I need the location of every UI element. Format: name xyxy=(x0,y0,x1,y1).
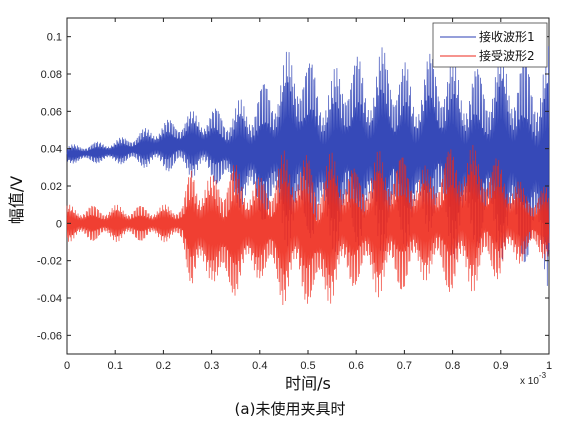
legend-box xyxy=(432,22,548,68)
x-multiplier-exponent: -3 xyxy=(539,371,547,380)
ticks-layer: 0 0.1 0.2 0.3 0.4 0.5 0.6 0.7 0.8 0.9 1 0.1 0.08 0.06… xyxy=(37,18,552,372)
legend-label-series-1: 接收波形1 xyxy=(479,29,535,44)
y-tick-label: -0.02 xyxy=(37,256,62,268)
y-tick-label: 0.02 xyxy=(41,181,62,193)
y-tick-label: 0.1 xyxy=(47,32,62,44)
y-tick-label: -0.06 xyxy=(37,330,62,342)
x-tick-label: 0.6 xyxy=(349,360,364,372)
series-2-line xyxy=(66,145,550,305)
figure-caption: (a)未使用夹具时 xyxy=(235,400,346,418)
x-tick-label: 0.4 xyxy=(252,360,267,372)
x-multiplier-base: x 10 xyxy=(520,376,539,387)
x-tick-label: 0.3 xyxy=(204,360,219,372)
x-tick-label: 0.1 xyxy=(108,360,123,372)
x-tick-label: 0.5 xyxy=(300,360,315,372)
x-tick-label: 0 xyxy=(64,360,70,372)
y-axis-label: 幅值/V xyxy=(7,176,26,224)
y-tick-label: 0.04 xyxy=(41,144,62,156)
x-tick-label: 0.7 xyxy=(397,360,412,372)
legend-label-series-2: 接受波形2 xyxy=(479,48,535,63)
x-tick-label: 0.2 xyxy=(156,360,171,372)
x-axis-label: 时间/s xyxy=(285,374,331,393)
legend: 接收波形1 接受波形2 xyxy=(432,22,548,68)
y-tick-label: 0 xyxy=(56,218,62,230)
x-multiplier-label: x 10-3 xyxy=(520,371,547,387)
y-tick-label: 0.06 xyxy=(41,106,62,118)
x-tick-label: 0.9 xyxy=(493,360,508,372)
series-layer xyxy=(66,46,550,305)
x-tick-label: 0.8 xyxy=(445,360,460,372)
y-tick-label: -0.04 xyxy=(37,293,62,305)
y-tick-label: 0.08 xyxy=(41,69,62,81)
x-tick-label: 1 xyxy=(546,360,552,372)
